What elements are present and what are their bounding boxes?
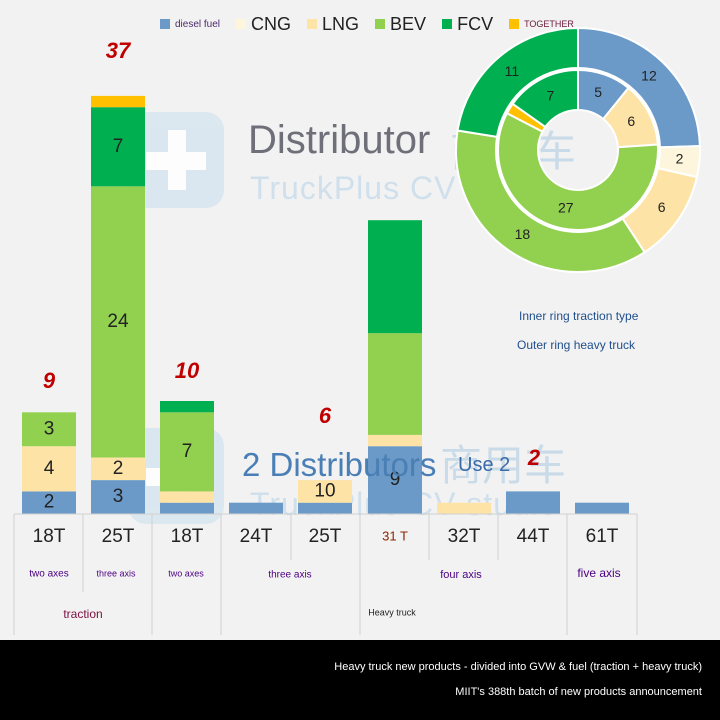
bar-segment-label: 7 bbox=[182, 441, 193, 462]
bar-total-label: 10 bbox=[175, 358, 200, 383]
bar-segment-25T-lng bbox=[298, 480, 352, 503]
donut-outer-slice-label: 2 bbox=[676, 150, 684, 166]
axis-tick-label-25T: 25T bbox=[309, 526, 342, 547]
axis-tick-label-61T: 61T bbox=[586, 526, 619, 547]
bar-segment-31T-bev bbox=[368, 333, 422, 435]
bar-segment-18T-lng bbox=[22, 446, 76, 492]
axis-tick-label-24T: 24T bbox=[240, 526, 273, 547]
bar-segment-label: 3 bbox=[113, 486, 124, 507]
donut-inner-slice-bev bbox=[497, 111, 659, 231]
axis-tick-label-25T: 25T bbox=[102, 526, 135, 547]
bar-segment-label: 24 bbox=[107, 311, 129, 332]
donut-inner-slice-label: 27 bbox=[558, 199, 574, 215]
bar-segment-label: 2 bbox=[44, 492, 55, 513]
axis-tick-label-44T: 44T bbox=[517, 526, 550, 547]
bar-total-label: 9 bbox=[43, 368, 56, 393]
bar-segment-18T-diesel-fuel bbox=[160, 502, 214, 514]
bar-segment-24T-diesel-fuel bbox=[229, 502, 283, 514]
axle-group-label: two axes bbox=[168, 568, 204, 578]
usage-group-label-heavy-truck: Heavy truck bbox=[368, 607, 416, 617]
bar-segment-label: 10 bbox=[314, 480, 335, 501]
watermark-title-bottom: 2 Distributors bbox=[242, 446, 437, 483]
bar-segment-18T-bev bbox=[22, 412, 76, 447]
bar-segment-32T-lng bbox=[437, 502, 491, 514]
use-two-label: Use 2 bbox=[458, 454, 511, 476]
bar-segment-31T-fcv bbox=[368, 220, 422, 334]
legend-label: diesel fuel bbox=[175, 18, 221, 30]
bar-segment-18T-lng bbox=[160, 491, 214, 503]
axle-group-label: two axes bbox=[29, 569, 68, 580]
footer-bar: Heavy truck new products - divided into … bbox=[0, 640, 720, 720]
bar-segment-44T-diesel-fuel bbox=[506, 491, 560, 514]
bar-segment-label: 3 bbox=[44, 418, 55, 439]
donut-outer-slice-label: 11 bbox=[505, 63, 520, 79]
bar-segment-31T-diesel-fuel bbox=[368, 446, 422, 514]
axle-group-label: three axis bbox=[268, 570, 311, 581]
bar-segment-label: 2 bbox=[113, 458, 124, 479]
legend-item-cng: CNG bbox=[236, 14, 291, 35]
axis-tick-label-31T: 31 T bbox=[382, 528, 408, 543]
legend-item-diesel-fuel: diesel fuel bbox=[160, 19, 220, 30]
legend-label: CNG bbox=[251, 13, 292, 34]
donut-inner-slice-label: 7 bbox=[546, 87, 554, 103]
legend-swatch bbox=[160, 19, 170, 29]
legend-item-together: TOGETHER bbox=[509, 19, 574, 29]
legend-label: FCV bbox=[457, 13, 494, 34]
legend-item-bev: BEV bbox=[375, 14, 426, 35]
bar-segment-31T-lng bbox=[368, 434, 422, 447]
legend-swatch bbox=[442, 19, 453, 29]
legend-item-lng: LNG bbox=[307, 14, 359, 35]
legend-label: BEV bbox=[390, 13, 427, 34]
footer-line-2: MIIT's 388th batch of new products annou… bbox=[455, 686, 702, 698]
legend-item-fcv: FCV bbox=[442, 14, 493, 35]
axle-group-label: four axis bbox=[440, 569, 482, 581]
bar-segment-25T-diesel-fuel bbox=[298, 502, 352, 514]
donut-outer-slice-label: 18 bbox=[515, 226, 531, 242]
donut-inner-slice-fcv bbox=[511, 68, 579, 129]
usage-group-label-traction: traction bbox=[63, 607, 102, 621]
donut-outer-slice-label: 6 bbox=[658, 199, 666, 215]
axis-tick-label-18T: 18T bbox=[171, 526, 204, 547]
legend-label: TOGETHER bbox=[524, 19, 574, 29]
donut-outer-slice-label: 12 bbox=[641, 67, 657, 83]
axis-tick-label-32T: 32T bbox=[448, 526, 481, 547]
bar-segment-61T-diesel-fuel bbox=[575, 502, 629, 514]
bar-total-label: 6 bbox=[319, 403, 332, 428]
bar-segment-label: 7 bbox=[113, 136, 124, 157]
axis-tick-label-18T: 18T bbox=[33, 526, 66, 547]
inner-ring-note: Inner ring traction type bbox=[519, 309, 639, 323]
legend-label: LNG bbox=[322, 13, 360, 34]
axle-group-label: five axis bbox=[577, 566, 620, 580]
legend-swatch bbox=[375, 19, 386, 29]
chart-legend: diesel fuel CNG LNG BEV FCV TOGETHER bbox=[160, 12, 584, 36]
bar-segment-18T-diesel-fuel bbox=[22, 491, 76, 514]
axle-group-label: three axis bbox=[96, 568, 136, 578]
bar-segment-25T-bev bbox=[91, 186, 145, 458]
bar-segment-18T-fcv bbox=[160, 401, 214, 413]
bar-total-label: 2 bbox=[527, 445, 541, 470]
legend-swatch bbox=[236, 19, 247, 29]
footer-line-1: Heavy truck new products - divided into … bbox=[334, 661, 702, 673]
bar-segment-label: 9 bbox=[390, 469, 401, 490]
bar-total-label: 37 bbox=[106, 38, 132, 63]
outer-ring-note: Outer ring heavy truck bbox=[517, 338, 636, 352]
donut-outer-slice-bev bbox=[455, 129, 646, 273]
donut-inner-slice-label: 6 bbox=[627, 113, 635, 129]
legend-swatch bbox=[307, 19, 318, 29]
donut-inner-slice-label: 5 bbox=[594, 84, 602, 100]
bar-segment-label: 4 bbox=[44, 458, 55, 479]
legend-swatch bbox=[509, 19, 520, 29]
bar-segment-25T-together bbox=[91, 95, 145, 108]
donut-outer-slice-fcv bbox=[456, 26, 579, 139]
